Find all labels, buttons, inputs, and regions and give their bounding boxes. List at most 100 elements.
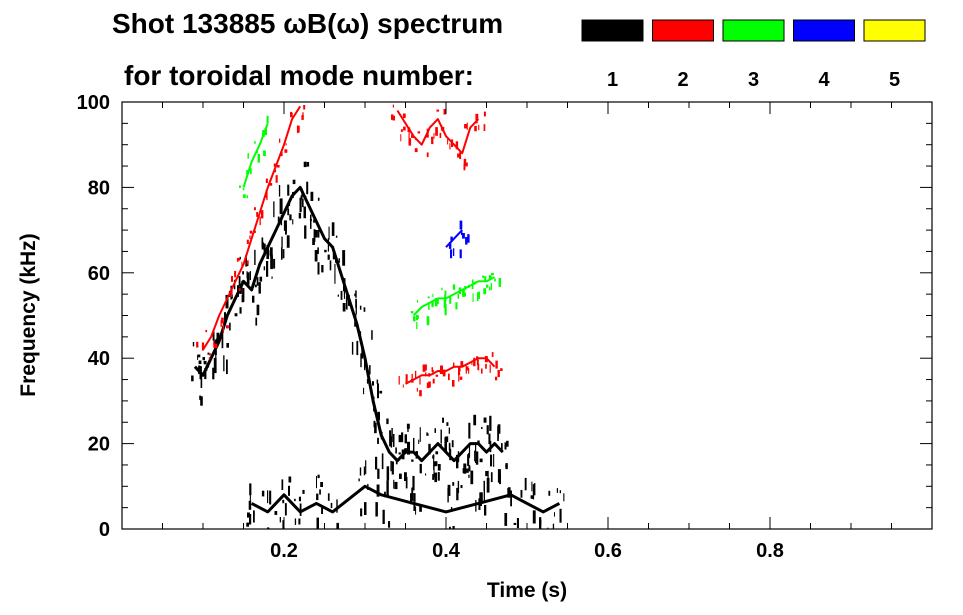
mode-1-pixel xyxy=(285,224,287,235)
mode-2-pixel xyxy=(460,361,464,368)
mode-1-pixel xyxy=(304,196,307,201)
mode-3-pixel xyxy=(254,141,256,144)
mode-1-pixel xyxy=(197,355,199,360)
mode-1-pixel xyxy=(411,459,414,462)
mode-1-pixel xyxy=(334,263,336,279)
mode-3-pixel xyxy=(256,150,258,154)
mode-1-pixel xyxy=(197,354,201,358)
mode-1-pixel xyxy=(451,440,454,448)
mode-1-pixel xyxy=(475,460,477,463)
mode-1-pixel xyxy=(413,493,416,502)
mode-4-ridge xyxy=(445,229,463,248)
mode-2-pixel xyxy=(477,363,480,371)
chart-subtitle: for toroidal mode number: xyxy=(124,60,474,91)
mode-1-pixel xyxy=(327,238,329,252)
mode-1-pixel xyxy=(316,476,317,489)
mode-1-pixel xyxy=(413,532,415,534)
mode-1-pixel xyxy=(254,284,257,288)
mode-1-pixel xyxy=(449,526,451,529)
mode-1-pixel xyxy=(207,363,210,368)
mode-2-pixel xyxy=(411,373,413,379)
mode-1-pixel xyxy=(303,206,306,219)
mode-2-pixel xyxy=(481,368,483,374)
mode-1-pixel xyxy=(390,460,392,472)
mode-3-pixel xyxy=(436,299,439,305)
mode-2-pixel xyxy=(408,138,412,146)
y-axis-label: Frequency (kHz) xyxy=(17,233,40,396)
mode-3-pixel xyxy=(478,291,480,299)
mode-1-pixel xyxy=(404,472,407,481)
mode-1-pixel xyxy=(248,500,252,510)
mode-3-pixel xyxy=(444,290,447,295)
mode-3-pixel xyxy=(494,278,496,282)
mode-2-pixel xyxy=(411,134,414,138)
mode-1-pixel xyxy=(237,285,239,297)
mode-1-pixel xyxy=(366,379,369,384)
mode-1-pixel xyxy=(419,505,422,512)
mode-1-pixel xyxy=(493,454,495,467)
mode-1-pixel xyxy=(306,162,310,167)
mode-1-pixel xyxy=(360,508,363,517)
mode-1-pixel xyxy=(313,219,315,223)
mode-1-pixel xyxy=(481,426,483,430)
mode-1-pixel xyxy=(329,260,332,271)
mode-1-pixel xyxy=(447,484,451,496)
mode-1-pixel xyxy=(269,490,272,505)
mode-3-pixel xyxy=(491,273,494,276)
mode-1-pixel xyxy=(266,261,269,277)
mode-2-pixel xyxy=(491,352,494,357)
mode-2-pixel xyxy=(226,325,229,329)
mode-1-pixel xyxy=(334,274,336,284)
mode-1-pixel xyxy=(327,254,330,260)
mode-1-pixel xyxy=(487,470,489,480)
mode-1-pixel xyxy=(457,451,460,463)
mode-1-pixel xyxy=(199,366,202,380)
mode-1-pixel xyxy=(224,312,226,323)
mode-1-pixel xyxy=(348,294,350,306)
mode-1-pixel xyxy=(337,294,339,297)
y-tick-label: 80 xyxy=(88,177,110,199)
mode-2-pixel xyxy=(276,165,280,168)
mode-1-feature xyxy=(191,161,509,503)
mode-1-pixel xyxy=(475,451,479,465)
mode-1-pixel xyxy=(345,295,348,310)
mode-1-pixel xyxy=(556,488,558,493)
mode-2-pixel xyxy=(463,158,467,165)
mode-2-pixel xyxy=(414,148,418,153)
y-tick-label: 40 xyxy=(88,348,110,370)
mode-1-pixel xyxy=(312,238,315,245)
mode-1-pixel xyxy=(532,484,535,500)
mode-1-pixel xyxy=(468,474,470,478)
mode-1-pixel xyxy=(377,411,380,421)
mode-1-pixel xyxy=(270,247,273,257)
mode-1-pixel xyxy=(221,333,224,349)
mode-1-pixel xyxy=(407,428,409,432)
mode-1-pixel xyxy=(318,229,320,238)
mode-1-pixel xyxy=(380,431,383,440)
mode-2-pixel xyxy=(447,139,449,145)
mode-1-pixel xyxy=(419,427,421,442)
mode-1-pixel xyxy=(271,254,273,269)
mode-1-pixel xyxy=(268,534,269,550)
mode-1-pixel xyxy=(398,434,402,443)
legend-label-mode-3: 3 xyxy=(748,69,759,91)
mode-1-pixel xyxy=(359,467,362,476)
mode-3-pixel xyxy=(410,311,414,314)
legend-swatch-mode-5 xyxy=(863,19,926,42)
mode-2-pixel xyxy=(274,169,277,173)
mode-1-pixel xyxy=(483,480,485,491)
legend-swatch-mode-2 xyxy=(652,19,714,42)
mode-1-pixel xyxy=(299,503,302,516)
mode-2-pixel xyxy=(392,115,395,121)
mode-2-pixel xyxy=(483,111,486,117)
mode-1-pixel xyxy=(488,433,491,445)
mode-1-pixel xyxy=(358,331,362,335)
mode-2-pixel xyxy=(468,368,470,374)
mode-1-pixel xyxy=(364,361,366,371)
mode-1-pixel xyxy=(499,473,501,485)
mode-2-pixel xyxy=(459,151,462,160)
mode-1-pixel xyxy=(490,454,493,467)
mode-1-pixel xyxy=(351,341,354,355)
mode-1-pixel xyxy=(281,247,283,260)
mode-1-pixel xyxy=(205,365,208,371)
